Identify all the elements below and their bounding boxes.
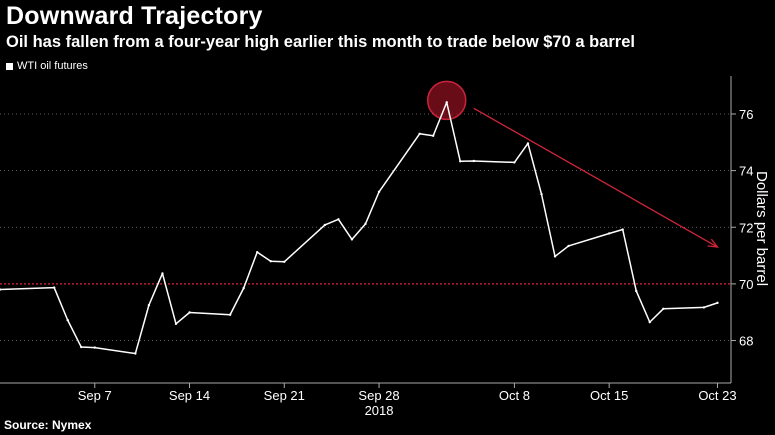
data-point-5: [134, 352, 137, 355]
peak-highlight-circle: [426, 80, 467, 121]
data-point-19: [377, 190, 381, 194]
y-axis-label: Dollars per barrel: [753, 171, 770, 286]
y-tick-label-76: 76: [739, 107, 753, 122]
chart-subtitle: Oil has fallen from a four-year high ear…: [6, 33, 635, 51]
legend: WTI oil futures: [6, 60, 88, 72]
data-point-24: [472, 159, 475, 163]
data-point-6: [147, 303, 151, 307]
x-tick-label-1: Sep 14: [169, 388, 210, 403]
data-point-7: [161, 272, 164, 275]
data-point-4: [93, 346, 96, 349]
data-point-31: [621, 228, 624, 231]
x-tick-label-3: Sep 28: [358, 388, 399, 403]
data-point-28: [553, 255, 557, 258]
x-tick-label-4: Oct 8: [499, 388, 530, 403]
data-point-27: [540, 192, 543, 196]
x-axis: Sep 7 Sep 14 Sep 21 Sep 28 Oct 8 Oct 15 Oct 23: [0, 382, 737, 403]
data-point-16: [337, 218, 340, 221]
y-tick-label-70: 70: [739, 277, 753, 292]
series-line-wti: [0, 101, 718, 355]
data-point-1: [52, 286, 56, 289]
trend-arrow-head: [707, 238, 719, 248]
x-tick-label-0: Sep 7: [78, 388, 112, 403]
trend-arrow-line: [473, 107, 718, 248]
gridlines: [0, 113, 731, 341]
data-point-29: [567, 244, 570, 248]
data-point-12: [256, 250, 259, 254]
data-point-32: [635, 289, 638, 293]
data-point-14: [283, 260, 286, 263]
data-point-9: [188, 311, 191, 314]
data-point-34: [662, 307, 665, 311]
data-point-2: [66, 318, 69, 322]
legend-label: WTI oil futures: [17, 60, 88, 72]
data-point-8: [174, 322, 178, 326]
series-wti: [0, 101, 719, 355]
data-point-11: [242, 286, 245, 290]
annotations: [426, 80, 719, 248]
y-tick-label-68: 68: [739, 334, 753, 349]
data-point-22: [445, 101, 448, 104]
data-point-21: [431, 134, 435, 137]
x-tick-label-5: Oct 15: [590, 388, 628, 403]
data-point-18: [364, 222, 367, 226]
source-note: Source: Nymex: [4, 418, 92, 432]
x-axis-year-label: 2018: [365, 403, 394, 418]
data-point-33: [648, 320, 651, 324]
data-point-25: [513, 161, 516, 164]
data-point-0: [0, 288, 2, 291]
data-point-3: [80, 345, 83, 349]
data-point-13: [269, 260, 272, 263]
data-point-20: [418, 132, 421, 136]
data-point-35: [702, 306, 706, 309]
y-axis-ticks: 68 70 72 74 76: [731, 107, 753, 349]
data-point-30: [607, 232, 611, 235]
legend-swatch: [6, 62, 13, 70]
y-tick-label-72: 72: [739, 220, 753, 235]
data-point-17: [350, 238, 354, 241]
chart-title: Downward Trajectory: [6, 2, 263, 30]
data-point-26: [526, 142, 530, 145]
data-point-36: [716, 301, 719, 305]
y-tick-label-74: 74: [739, 164, 753, 179]
data-point-15: [323, 223, 327, 227]
x-tick-label-6: Oct 23: [698, 388, 736, 403]
data-point-23: [459, 160, 462, 163]
data-point-10: [228, 313, 232, 316]
x-tick-label-2: Sep 21: [264, 388, 305, 403]
